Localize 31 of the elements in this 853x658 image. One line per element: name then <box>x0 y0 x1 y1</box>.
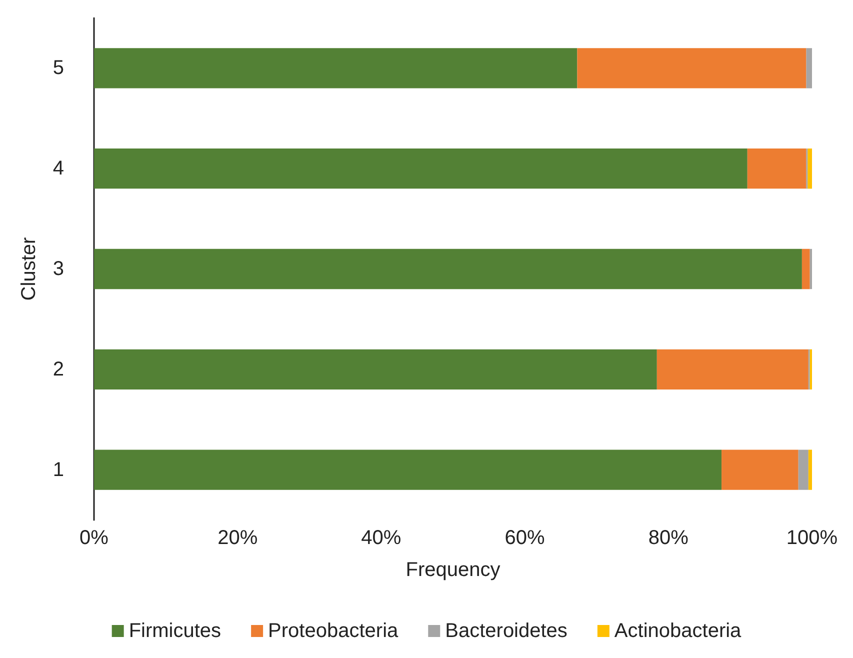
bar <box>656 349 808 390</box>
x-tick-label: 20% <box>218 527 258 549</box>
y-tick-label: 4 <box>52 158 64 180</box>
y-axis-title: Cluster <box>18 236 40 301</box>
y-tick-label: 2 <box>52 358 64 380</box>
bar <box>722 450 798 490</box>
x-tick-label: 60% <box>504 527 546 549</box>
legend-label: Bacteroidetes <box>445 620 568 642</box>
bar <box>798 450 808 490</box>
x-tick-label: 40% <box>361 527 402 549</box>
x-tick-label: 0% <box>80 527 109 549</box>
y-tick-label: 5 <box>52 57 64 80</box>
y-tick-label: 3 <box>52 258 64 280</box>
x-axis-title: Frequency <box>406 559 500 581</box>
x-tick-label: 100% <box>786 527 838 549</box>
bar <box>577 48 806 88</box>
legend-label: Actinobacteria <box>614 620 742 642</box>
bar <box>94 148 748 189</box>
bar <box>808 148 812 189</box>
bar <box>94 450 722 490</box>
bar <box>94 248 802 290</box>
bar <box>94 48 578 88</box>
legend-label: Proteobacteria <box>268 620 400 642</box>
bar <box>808 450 812 490</box>
bar <box>94 349 657 390</box>
x-tick-label: 80% <box>648 527 689 549</box>
y-tick-label: 1 <box>52 458 64 481</box>
legend-label: Firmicutes <box>128 620 222 642</box>
bar <box>806 48 812 88</box>
bar <box>802 248 810 290</box>
bar <box>747 148 806 189</box>
